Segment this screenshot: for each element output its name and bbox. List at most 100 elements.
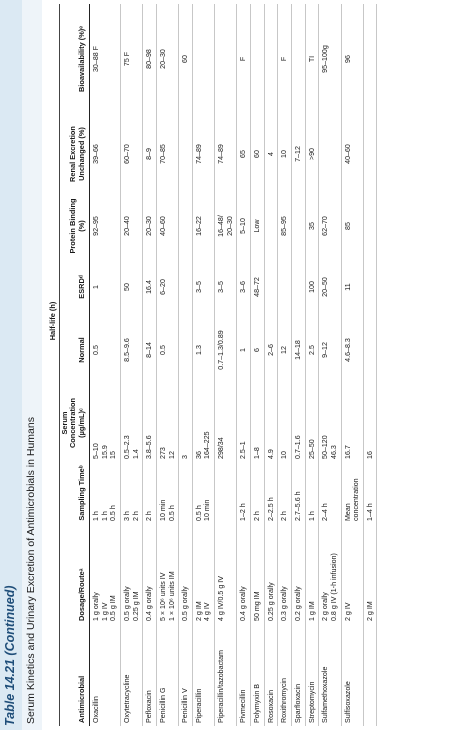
cell-line: 2 g IV <box>343 602 352 621</box>
cell-line: 4 g IV/0.5 g IV <box>217 576 226 621</box>
cell-line <box>366 319 375 381</box>
cell-line: 50 mg IM <box>253 591 262 621</box>
cell-line: 2 h <box>145 511 154 521</box>
antimicrobial-name-cell: Rosoxacin <box>264 624 278 726</box>
bioavailability-cell: 20–30 <box>156 4 179 114</box>
cell-line: 2.5–1 <box>239 441 248 459</box>
cell-line: 8–14 <box>145 342 154 358</box>
renal-excretion-cell: 70–85 <box>156 114 179 194</box>
sampling-time-cell: 1–4 h <box>363 462 377 524</box>
dosage-cell: 2 g orally 0.8 g IV (1-h infusion) <box>318 524 342 624</box>
cell-line: 10 <box>280 451 289 459</box>
cell-line: 0.5–2.3 <box>122 435 131 459</box>
cell-line: 4 <box>266 152 275 156</box>
cell-line: 6–20 <box>158 279 167 295</box>
renal-excretion-cell: 7–12 <box>291 114 306 194</box>
cell-line: 7–12 <box>293 146 302 162</box>
cell-line <box>217 465 226 521</box>
serum-concentration-cell: 0.5–2.3 1.4 <box>120 384 143 462</box>
bioavailability-cell <box>264 4 278 114</box>
cell-line: 3–5 <box>194 281 203 293</box>
col-header-dosage-route: Dosage/Routeᵃ <box>59 524 90 624</box>
bioavailability-cell: 60 <box>178 4 193 114</box>
dosage-cell: 0.2 g orally <box>291 524 306 624</box>
cell-line: 16 <box>365 451 374 459</box>
half-life-esrd-cell: 3–5 <box>214 258 237 316</box>
cell-line: 70–85 <box>158 144 167 164</box>
cell-line <box>366 117 375 191</box>
half-life-esrd-cell: 6–20 <box>156 258 179 316</box>
cell-line: 2–4 h <box>321 503 330 521</box>
cell-line: 0.25 g orally <box>266 582 275 621</box>
half-life-esrd-cell: 1 <box>89 258 121 316</box>
bioavailability-cell <box>291 4 306 114</box>
half-life-normal-cell: 14–18 <box>291 316 306 384</box>
half-life-esrd-cell <box>264 258 278 316</box>
serum-concentration-cell: 50–120 46.3 <box>318 384 342 462</box>
cell-line: TI <box>307 55 316 63</box>
renal-excretion-cell: 74–89 <box>192 114 215 194</box>
cell-line <box>366 197 375 255</box>
cell-line: 0.25 g IM <box>131 591 140 621</box>
table-row: Sulfisoxazole 2 g IV Mean concentration 16.7… <box>341 4 364 726</box>
cell-line: 46.3 <box>329 445 338 459</box>
dosage-cell: 1 g orally 1 g IV 0.5 g IM <box>89 524 121 624</box>
table-row: Penicillin V 0.5 g orally 3 60 <box>178 4 193 726</box>
antimicrobial-name-cell: Pivmecillin <box>236 624 251 726</box>
cell-line: 1 g orally <box>92 592 101 621</box>
cell-line: 40–60 <box>158 216 167 236</box>
dosage-cell: 5 × 10⁶ units IV 1 × 10⁶ units IM <box>156 524 179 624</box>
cell-line: 20–30 <box>145 216 154 236</box>
table-row: Piperacillin 2 g IM 4 g IV 0.5 h 10 min 36 164… <box>192 4 215 726</box>
cell-line <box>195 7 204 111</box>
protein-binding-cell: 16–22 <box>192 194 215 258</box>
half-life-normal-cell: 8.5–9.6 <box>120 316 143 384</box>
cell-line: 74–89 <box>217 144 226 164</box>
cell-line: 62–70 <box>321 216 330 236</box>
half-life-normal-cell: 2.5 <box>305 316 319 384</box>
table-caption-bar: Serum Kinetics and Urinary Excretion of … <box>22 0 42 730</box>
col-header-half-life-esrd: ESRDᵈ <box>59 258 90 316</box>
protein-binding-cell <box>291 194 306 258</box>
cell-line: 0.5 g orally <box>122 586 131 621</box>
renal-excretion-cell: 10 <box>277 114 292 194</box>
antimicrobial-name-cell: Pefloxacin <box>142 624 157 726</box>
serum-concentration-cell: 298/34 <box>214 384 237 462</box>
serum-concentration-cell: 5–10 15.9 15 <box>89 384 121 462</box>
table-row: Piperacillin/tazobactam 4 g IV/0.5 g IV 2… <box>214 4 237 726</box>
half-life-normal-cell: 9–12 <box>318 316 342 384</box>
cell-line: 85 <box>343 222 352 230</box>
cell-line <box>267 7 276 111</box>
antimicrobial-name-cell: Polymyxin B <box>250 624 265 726</box>
cell-line: 0.5 g IM <box>109 595 118 621</box>
cell-line: 10 min <box>203 499 212 521</box>
renal-excretion-cell <box>363 114 377 194</box>
cell-line: 65 <box>239 150 248 158</box>
antimicrobial-name-cell: Penicillin G <box>156 624 179 726</box>
serum-concentration-cell: 3.8–5.6 <box>142 384 157 462</box>
cell-line: 36 <box>194 451 203 459</box>
dosage-cell: 0.25 g orally <box>264 524 278 624</box>
cell-line: 0.8 g IV (1-h infusion) <box>329 553 338 621</box>
col-header-renal-excretion: Renal Excretion Unchanged (%) <box>59 114 90 194</box>
cell-line: 12 <box>280 346 289 354</box>
table-row: Pivmecillin 0.4 g orally 1–2 h 2.5–1 1 3–6 5–1… <box>236 4 251 726</box>
cell-line: 1 h <box>100 511 109 521</box>
cell-line: 20–30 <box>225 216 234 236</box>
bioavailability-cell: F <box>236 4 251 114</box>
half-life-esrd-cell <box>277 258 292 316</box>
antimicrobial-name-cell: Streptomycin <box>305 624 319 726</box>
cell-line: 20–40 <box>122 216 131 236</box>
cell-line: 0.7–1.3/0.89 <box>217 330 226 370</box>
bioavailability-cell: 96 <box>341 4 364 114</box>
cell-line <box>280 261 289 313</box>
cell-line: 2 g orally <box>321 592 330 621</box>
cell-line: 0.5 h <box>109 505 118 521</box>
dosage-cell: 0.4 g orally <box>236 524 251 624</box>
cell-line: 15 <box>109 451 118 459</box>
cell-line: 0.5 h <box>167 505 176 521</box>
cell-line: 8.5–9.6 <box>122 338 131 362</box>
half-life-esrd-cell <box>178 258 193 316</box>
